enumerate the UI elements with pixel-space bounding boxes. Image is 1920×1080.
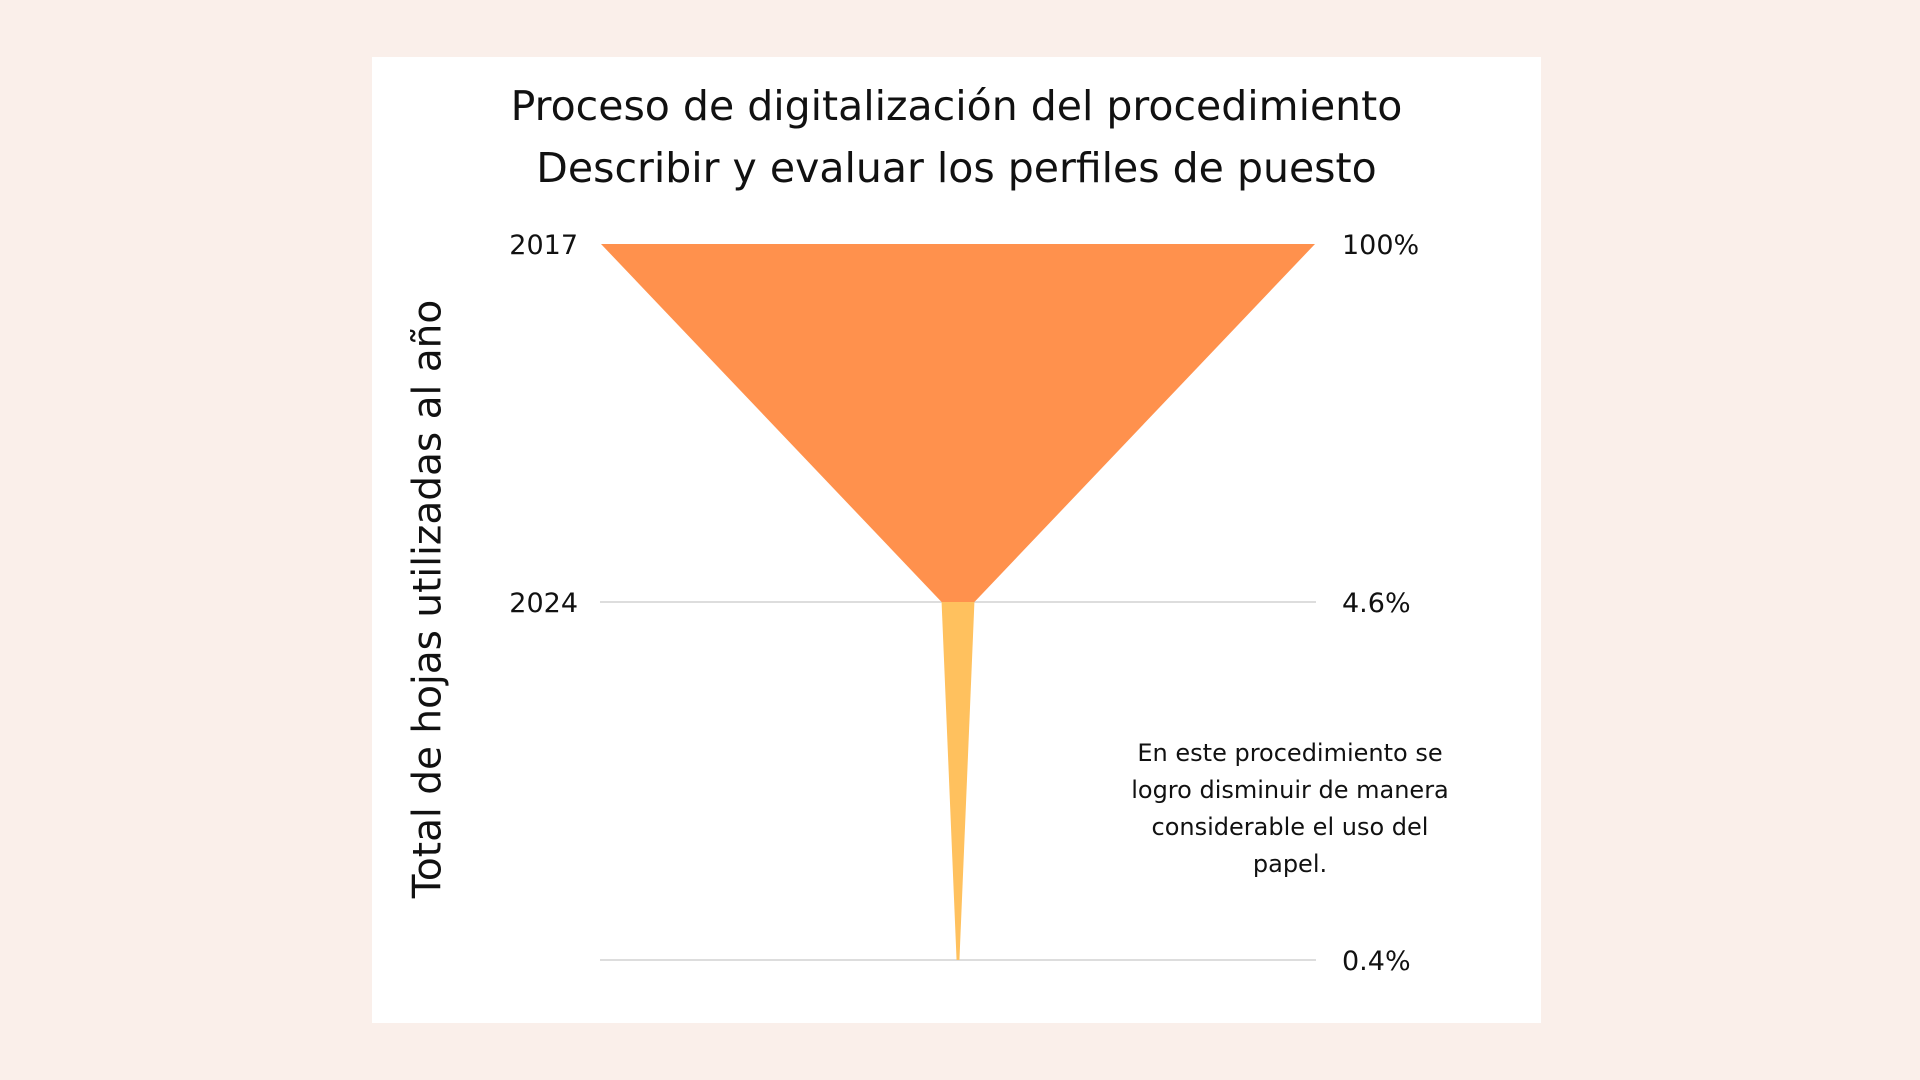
chart-card: Proceso de digitalización del procedimie… (372, 57, 1541, 1023)
chart-title: Proceso de digitalización del procedimie… (372, 75, 1541, 199)
chart-annotation: En este procedimiento se logro disminuir… (1131, 739, 1449, 878)
stage-category-label: 2024 (509, 588, 578, 619)
stage-category-label: 2017 (509, 230, 578, 261)
stage-value-label: 4.6% (1342, 588, 1411, 619)
funnel-chart: 2017 100% 2024 4.6% 0.4% (509, 230, 1419, 977)
chart-title-line-2: Describir y evaluar los perfiles de pues… (536, 144, 1377, 192)
funnel-segment-2017 (601, 244, 1315, 602)
stage-value-label: 100% (1342, 230, 1419, 261)
chart-title-line-1: Proceso de digitalización del procedimie… (510, 82, 1403, 130)
funnel-segment-2024 (941, 602, 975, 960)
stage-value-label: 0.4% (1342, 946, 1411, 977)
